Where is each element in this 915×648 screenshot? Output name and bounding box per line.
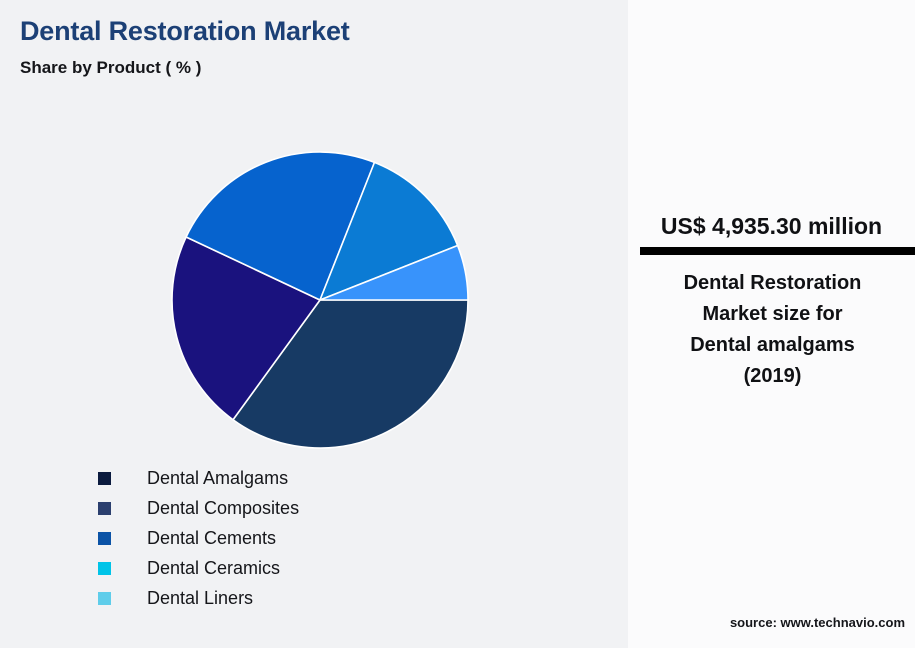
callout-description-line: (2019) [743,365,802,387]
pie-slice[interactable] [319,244,469,301]
legend-item-label: Dental Composites [147,497,300,518]
callout-panel: US$ 4,935.30 million Dental Restoration … [628,0,915,648]
legend-item-label: Dental Amalgams [147,467,289,488]
chart-panel: Dental Restoration Market Share by Produ… [20,16,528,613]
pie-chart [170,150,470,450]
legend-swatch-icon [98,591,111,605]
callout-description: Dental Restoration Market size for Denta… [640,268,905,392]
callout-value: US$ 4,935.30 million [660,213,883,239]
legend-item-label: Dental Liners [147,587,254,608]
page-title: Dental Restoration Market [20,16,350,46]
callout-description-line: Market size for [702,303,843,325]
pie-slice-group [171,151,469,449]
chart-subtitle: Share by Product ( % ) [20,58,202,77]
legend-swatch-icon [98,501,111,515]
callout-description-line: Dental amalgams [690,334,855,356]
legend-item[interactable]: Dental Cements [98,523,528,553]
pie-slice[interactable] [318,161,459,302]
legend-item[interactable]: Dental Liners [98,583,528,613]
legend-swatch-icon [98,531,111,545]
legend-item[interactable]: Dental Composites [98,493,528,523]
pie-slice[interactable] [231,299,469,449]
source-note: source: www.technavio.com [729,615,905,630]
legend-item-label: Dental Ceramics [147,557,281,578]
legend-swatch-icon [98,471,111,485]
callout-description-line: Dental Restoration [683,272,862,294]
chart-legend: Dental Amalgams Dental Composites Dental… [98,463,528,613]
legend-item[interactable]: Dental Amalgams [98,463,528,493]
pie-chart-svg [171,151,469,449]
legend-item[interactable]: Dental Ceramics [98,553,528,583]
legend-swatch-icon [98,561,111,575]
callout-divider [640,247,915,255]
legend-item-label: Dental Cements [147,527,277,548]
pie-slice[interactable] [185,151,376,302]
